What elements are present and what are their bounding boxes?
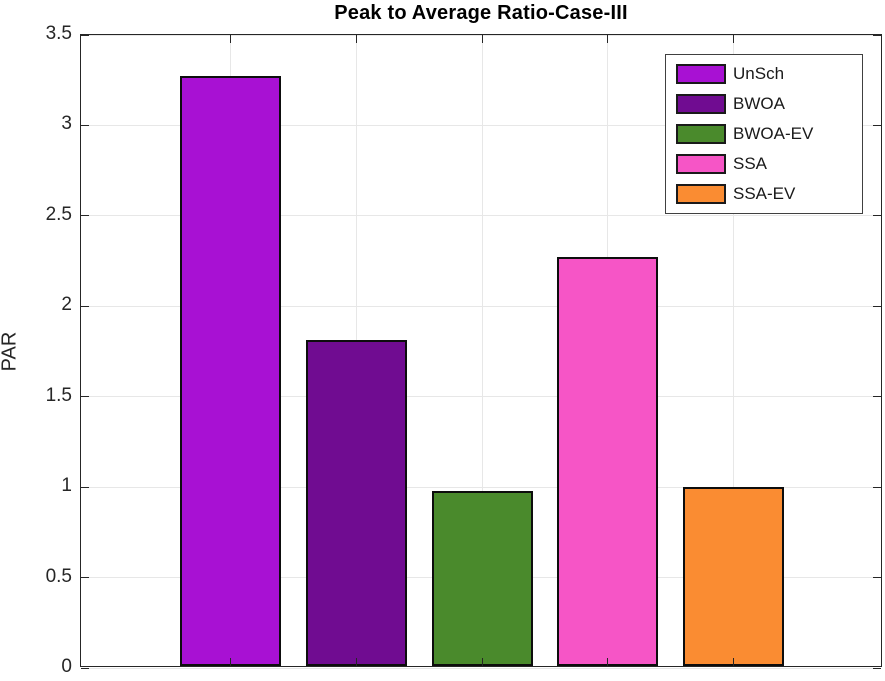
left-tick-1.5 (81, 396, 89, 398)
left-tick-3 (81, 124, 89, 126)
gridline-x-ssa-ev (732, 35, 734, 666)
y-tick-label-3.5: 3.5 (45, 23, 72, 44)
bar-ssa (557, 257, 658, 666)
bottom-tick-ssa-ev (732, 658, 734, 666)
bottom-tick-bwoa (355, 658, 357, 666)
y-tick-label-3: 3 (61, 113, 72, 135)
right-tick-0 (873, 667, 881, 669)
left-tick-0 (81, 667, 89, 669)
gridline-x-bwoa-ev (481, 35, 483, 666)
top-tick-ssa-ev (732, 35, 734, 43)
gridline-y-2 (81, 305, 881, 307)
legend-label-bwoa-ev: BWOA-EV (733, 124, 814, 143)
right-tick-3 (873, 124, 881, 126)
legend-label-ssa-ev: SSA-EV (733, 184, 796, 203)
top-tick-unsch (230, 35, 232, 43)
bottom-tick-ssa (607, 658, 608, 666)
right-tick-0.5 (873, 577, 881, 579)
bar-unsch (180, 76, 282, 666)
y-tick-label-1: 1 (61, 475, 72, 497)
legend-swatch-ssa-ev (676, 184, 726, 204)
bottom-tick-unsch (230, 658, 232, 666)
gridline-y-1.5 (81, 396, 881, 398)
gridline-y-3 (81, 124, 881, 126)
y-tick-label-2.5: 2.5 (45, 203, 72, 225)
y-tick-label-1.5: 1.5 (45, 384, 72, 406)
legend-label-ssa: SSA (733, 154, 768, 173)
top-tick-bwoa (355, 35, 357, 43)
bar-ssa-ev (682, 486, 784, 666)
legend-item-ssa-ev: SSA-EV (676, 179, 862, 209)
y-tick-label-0: 0 (61, 656, 72, 677)
legend-label-unsch: UnSch (733, 64, 785, 83)
right-tick-1.5 (873, 396, 881, 398)
legend-swatch-unsch (676, 64, 726, 84)
right-tick-3.5 (873, 34, 881, 36)
y-axis-label: PAR (0, 331, 21, 372)
gridline-y-0 (81, 667, 881, 669)
right-tick-2.5 (873, 215, 881, 217)
bar-bwoa-ev (431, 490, 533, 666)
right-tick-2 (873, 305, 881, 307)
y-tick-label-0.5: 0.5 (45, 565, 72, 587)
chart-title: Peak to Average Ratio-Case-III (334, 2, 628, 24)
left-tick-2.5 (81, 215, 89, 217)
left-tick-3.5 (81, 34, 89, 36)
legend: UnSch BWOA BWOA-EV SSA SSA-EV (665, 54, 863, 214)
bottom-tick-bwoa-ev (481, 658, 483, 666)
legend-item-bwoa-ev: BWOA-EV (676, 119, 862, 149)
plot-area: UnSch BWOA BWOA-EV SSA SSA-EV (80, 34, 882, 669)
top-tick-ssa (607, 35, 608, 43)
legend-item-ssa: SSA (676, 149, 862, 179)
legend-swatch-bwoa-ev (676, 124, 726, 144)
legend-item-unsch: UnSch (676, 59, 862, 89)
gridline-y-2.5 (81, 215, 881, 217)
legend-swatch-bwoa (676, 94, 726, 114)
y-tick-label-2: 2 (61, 294, 72, 316)
bar-bwoa (305, 340, 407, 666)
left-tick-2 (81, 305, 89, 307)
left-tick-0.5 (81, 577, 89, 579)
legend-label-bwoa: BWOA (733, 94, 785, 113)
right-tick-1 (873, 486, 881, 488)
legend-item-bwoa: BWOA (676, 89, 862, 119)
top-tick-bwoa-ev (481, 35, 483, 43)
legend-swatch-ssa (676, 154, 726, 174)
left-tick-1 (81, 486, 89, 488)
gridline-y-3.5 (81, 34, 881, 36)
gridline-y-1 (81, 486, 881, 488)
